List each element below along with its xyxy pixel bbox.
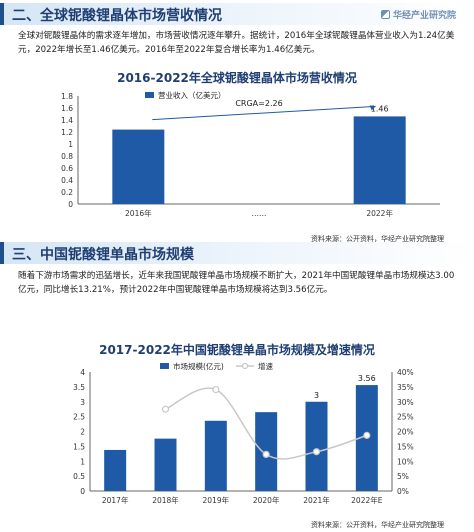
data-label: 3	[314, 391, 319, 400]
source-note: 资料来源：公开资料，华经产业研究院整理	[311, 521, 444, 529]
y-tick-label: 0.2	[61, 188, 73, 197]
y-tick-label-left: 3	[80, 398, 85, 407]
section-paragraph: 全球对铌酸锂晶体的需求逐年增加，市场营收情况逐年攀升。据统计，2016年全球铌酸…	[18, 31, 455, 55]
y-tick-label-right: 35%	[397, 383, 414, 392]
legend-swatch-bar	[160, 363, 169, 369]
y-tick-label-left: 4	[80, 368, 85, 377]
brand-logo-icon	[380, 10, 390, 19]
legend-swatch	[145, 92, 154, 98]
y-tick-label-left: 2.5	[73, 413, 85, 422]
y-tick-label: 1.8	[61, 92, 73, 101]
bar	[154, 438, 177, 491]
y-tick-label-left: 0.5	[73, 472, 85, 481]
cagr-arrow	[152, 105, 376, 121]
x-tick-label: 2018年	[152, 495, 179, 505]
legend-swatch-marker	[241, 362, 249, 370]
chart-title: 2017-2022年中国铌酸锂单晶市场规模及增速情况	[99, 343, 375, 357]
growth-point	[312, 448, 321, 456]
chart-title: 2016-2022年全球铌酸锂晶体市场营收情况	[117, 71, 357, 85]
y-tick-label-right: 5%	[397, 472, 409, 481]
y-tick-label: 0.8	[61, 152, 73, 161]
y-tick-label-right: 0%	[397, 487, 409, 496]
data-label: 3.56	[358, 374, 376, 383]
section-header-global: 二、全球铌酸锂晶体市场营收情况 华经产业研究院	[0, 3, 474, 25]
chart-china-market-size: 00.511.522.533.540%5%10%15%20%25%30%35%4…	[73, 361, 414, 505]
y-tick-label: 1.4	[61, 116, 73, 125]
source-note: 资料来源：公开资料，华经产业研究院整理	[311, 235, 444, 243]
section-paragraph: 随着下游市场需求的迅猛增长，近年来我国铌酸锂单晶市场规模不断扩大，2021年中国…	[18, 271, 455, 295]
x-tick-label: 2017年	[102, 495, 129, 505]
legend-label: 营业收入（亿美元）	[158, 90, 226, 100]
y-tick-label: 1	[68, 140, 73, 149]
growth-point	[363, 431, 371, 439]
growth-point	[212, 385, 220, 394]
y-tick-label: 1.2	[61, 128, 73, 137]
growth-point	[161, 405, 170, 413]
y-tick-label: 1.6	[61, 104, 73, 113]
y-tick-label-right: 10%	[397, 457, 414, 466]
y-tick-label-right: 15%	[397, 442, 414, 451]
x-tick-label: 2019年	[203, 495, 230, 505]
bar	[104, 449, 127, 491]
y-tick-label-right: 30%	[397, 398, 414, 407]
y-tick-label-right: 40%	[397, 368, 414, 377]
bar	[353, 116, 406, 204]
y-tick-label: 0	[68, 200, 73, 209]
y-tick-label: 0.6	[61, 164, 73, 173]
brand-text: 华经产业研究院	[392, 11, 456, 21]
bar	[204, 420, 227, 491]
legend-label: 市场规模(亿元)	[173, 361, 224, 371]
growth-point	[262, 450, 270, 459]
section-title: 二、全球铌酸锂晶体市场营收情况	[12, 8, 222, 24]
bar	[112, 129, 165, 204]
y-tick-label-left: 1.5	[73, 442, 85, 451]
cagr-annotation: CRGA=2.26	[235, 99, 282, 108]
section-header-china: 三、中国铌酸锂单晶市场规模	[0, 242, 474, 264]
brand-label: 华经产业研究院	[380, 8, 456, 21]
y-tick-label-left: 3.5	[73, 383, 85, 392]
legend-label: 增速	[258, 361, 273, 371]
x-tick-label: 2020年	[253, 495, 280, 505]
x-tick-label: 2022年	[366, 208, 393, 218]
cagr-arrow-head	[369, 105, 376, 111]
y-tick-label-left: 2	[80, 428, 85, 437]
chart-global-revenue: 0 0.2 0.4 0.6 0.8 1 1.2 1.4 1.6 1.8 2016年 …… 2022年 1.…	[61, 90, 440, 218]
x-tick-label: 2016年	[125, 208, 152, 218]
x-tick-label: 2022年E	[351, 495, 383, 505]
y-tick-label-left: 0	[80, 487, 85, 496]
y-tick-label-right: 20%	[397, 428, 414, 437]
section-title: 三、中国铌酸锂单晶市场规模	[12, 247, 194, 263]
x-tick-label: ……	[252, 209, 267, 218]
y-tick-label-left: 1	[80, 457, 85, 466]
y-tick-label-right: 25%	[397, 413, 414, 422]
data-label: 1.46	[371, 104, 389, 113]
bar	[305, 401, 328, 491]
x-tick-label: 2021年	[303, 495, 330, 505]
y-tick-label: 0.4	[61, 176, 73, 185]
